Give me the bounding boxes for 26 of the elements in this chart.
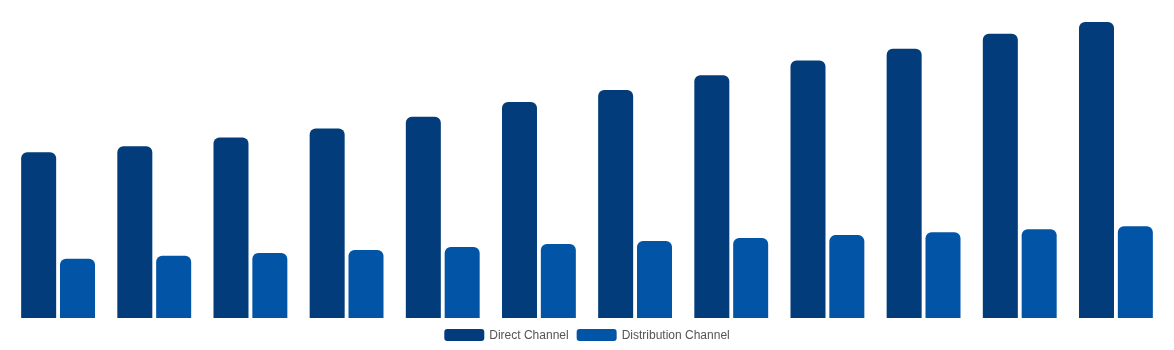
bar [886,48,922,318]
legend-label: Distribution Channel [621,328,730,342]
bar [925,232,961,318]
bar [1021,229,1057,318]
bar [405,116,441,318]
bar [1078,22,1114,318]
bar [21,152,57,318]
bar [790,60,826,318]
legend-label: Direct Channel [489,328,569,342]
bar [309,128,345,318]
bar [252,252,288,318]
bar [598,90,634,318]
bar [156,255,192,318]
bar [348,249,384,318]
bar [637,241,673,318]
bar [1117,226,1153,318]
bar [444,246,480,318]
bar [540,244,576,318]
bar [694,75,730,318]
bar [829,235,865,318]
bar [501,101,537,318]
bar [982,33,1018,318]
bar [213,137,249,318]
bar [60,258,96,318]
bar [733,238,769,318]
bar [117,146,153,318]
